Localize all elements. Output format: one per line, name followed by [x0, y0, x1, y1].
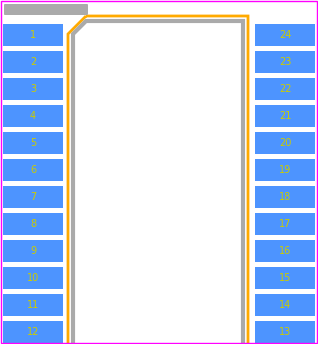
Bar — [3, 78, 63, 100]
Text: 24: 24 — [279, 30, 291, 40]
Bar — [255, 240, 315, 262]
Text: 20: 20 — [279, 138, 291, 148]
Text: 2: 2 — [30, 57, 36, 67]
Text: 9: 9 — [30, 246, 36, 256]
Text: 22: 22 — [279, 84, 291, 94]
Text: 23: 23 — [279, 57, 291, 67]
Bar — [255, 267, 315, 289]
Text: 18: 18 — [279, 192, 291, 202]
Bar — [255, 159, 315, 181]
Text: 11: 11 — [27, 300, 39, 310]
Bar — [3, 294, 63, 316]
Text: 14: 14 — [279, 300, 291, 310]
Text: 4: 4 — [30, 111, 36, 121]
Text: 19: 19 — [279, 165, 291, 175]
Text: 10: 10 — [27, 273, 39, 283]
Text: 8: 8 — [30, 219, 36, 229]
FancyBboxPatch shape — [4, 4, 88, 15]
Bar — [255, 321, 315, 343]
Text: 5: 5 — [30, 138, 36, 148]
Bar — [3, 159, 63, 181]
Bar — [3, 213, 63, 235]
Text: 17: 17 — [279, 219, 291, 229]
Bar — [255, 105, 315, 127]
Bar — [3, 267, 63, 289]
Bar — [255, 24, 315, 46]
Text: 6: 6 — [30, 165, 36, 175]
Bar — [3, 105, 63, 127]
Text: 21: 21 — [279, 111, 291, 121]
Bar — [3, 24, 63, 46]
Polygon shape — [73, 21, 243, 344]
Bar — [255, 213, 315, 235]
Bar — [3, 132, 63, 154]
Text: 13: 13 — [279, 327, 291, 337]
Bar — [255, 51, 315, 73]
Text: 1: 1 — [30, 30, 36, 40]
Bar — [3, 186, 63, 208]
Bar — [3, 321, 63, 343]
Text: 15: 15 — [279, 273, 291, 283]
Text: 7: 7 — [30, 192, 36, 202]
Bar — [3, 51, 63, 73]
Text: 16: 16 — [279, 246, 291, 256]
Bar — [3, 240, 63, 262]
Bar — [255, 294, 315, 316]
Bar — [255, 132, 315, 154]
Text: 12: 12 — [27, 327, 39, 337]
Bar — [255, 186, 315, 208]
Bar — [255, 78, 315, 100]
Text: 3: 3 — [30, 84, 36, 94]
